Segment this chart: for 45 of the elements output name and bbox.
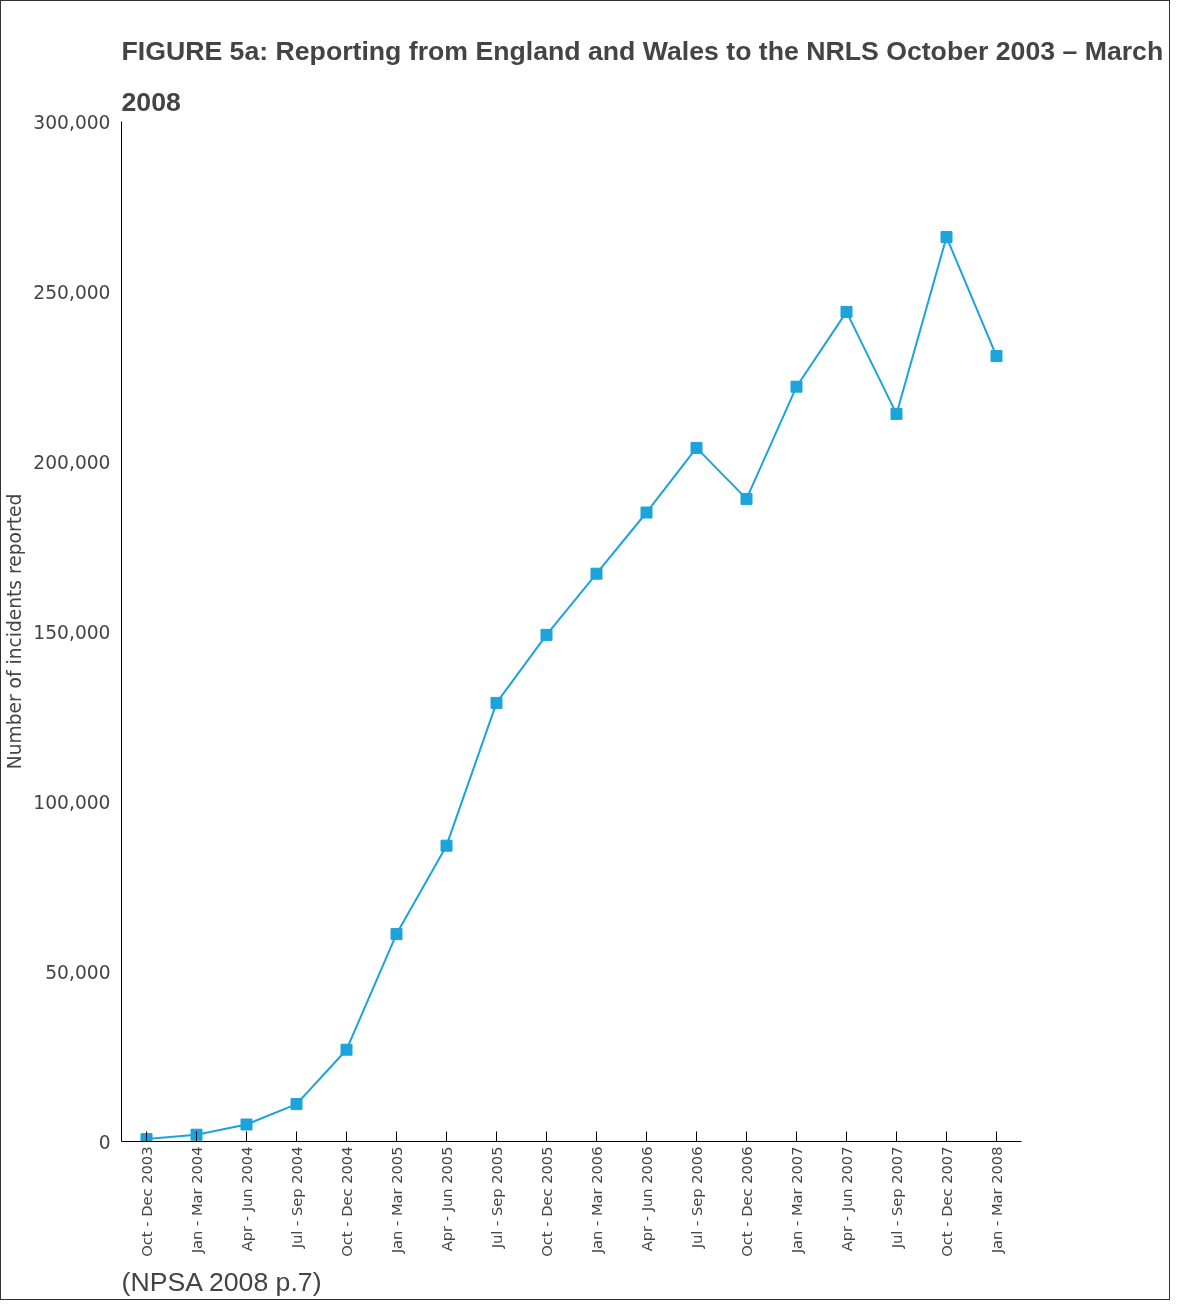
y-tick-label: 0 bbox=[98, 1131, 111, 1153]
x-tick-label: Jan - Mar 2006 bbox=[588, 1146, 605, 1255]
y-tick-label: 150,000 bbox=[33, 621, 111, 643]
x-tick-label: Apr - Jun 2007 bbox=[838, 1146, 855, 1252]
x-tick-label: Jul - Sep 2007 bbox=[888, 1146, 905, 1250]
x-tick-label: Jul - Sep 2005 bbox=[488, 1146, 505, 1250]
point bbox=[690, 441, 703, 454]
x-tick-label: Oct - Dec 2006 bbox=[738, 1146, 755, 1257]
x-tick-label: Jul - Sep 2006 bbox=[688, 1146, 705, 1250]
x-tick-label: Jul - Sep 2004 bbox=[288, 1146, 305, 1250]
point bbox=[240, 1118, 253, 1131]
point bbox=[940, 231, 953, 244]
point bbox=[490, 696, 503, 709]
point bbox=[990, 350, 1003, 363]
point bbox=[790, 380, 803, 393]
y-tick-label: 50,000 bbox=[45, 961, 111, 983]
y-tick-label: 100,000 bbox=[33, 791, 111, 813]
point bbox=[590, 567, 603, 580]
x-tick-label: Oct - Dec 2003 bbox=[138, 1146, 155, 1257]
text: (NPSA 2008 p.7) bbox=[121, 1266, 322, 1297]
x-tick-label: Oct - Dec 2004 bbox=[338, 1146, 355, 1257]
point bbox=[390, 928, 403, 941]
x-tick-label: Oct - Dec 2007 bbox=[938, 1146, 955, 1257]
point bbox=[740, 492, 753, 505]
x-tick-label: Jan - Mar 2004 bbox=[188, 1146, 205, 1255]
y-tick-label: 300,000 bbox=[33, 111, 111, 133]
point bbox=[540, 628, 553, 641]
point bbox=[840, 305, 853, 318]
x-tick-label: Apr - Jun 2005 bbox=[438, 1146, 455, 1252]
point bbox=[440, 839, 453, 852]
x-tick-label: Oct - Dec 2005 bbox=[538, 1146, 555, 1257]
x-tick-label: Jan - Mar 2005 bbox=[388, 1146, 405, 1255]
y-tick-label: 200,000 bbox=[33, 451, 111, 473]
x-tick-label: Apr - Jun 2006 bbox=[638, 1146, 655, 1252]
chart-title: FIGURE 5a: Reporting from England and Wales to the NRLS October 2003 – March 2008 bbox=[121, 35, 1164, 117]
x-tick-label: Apr - Jun 2004 bbox=[238, 1146, 255, 1252]
point bbox=[340, 1043, 353, 1056]
x-tick-label: Jan - Mar 2007 bbox=[788, 1146, 805, 1255]
point bbox=[190, 1128, 203, 1141]
point bbox=[640, 506, 653, 519]
point bbox=[290, 1098, 303, 1111]
y-tick-label: 250,000 bbox=[33, 281, 111, 303]
x-tick-label: Jan - Mar 2008 bbox=[988, 1146, 1005, 1255]
y-axis-title: Number of incidents reported bbox=[4, 493, 26, 770]
point bbox=[890, 407, 903, 420]
